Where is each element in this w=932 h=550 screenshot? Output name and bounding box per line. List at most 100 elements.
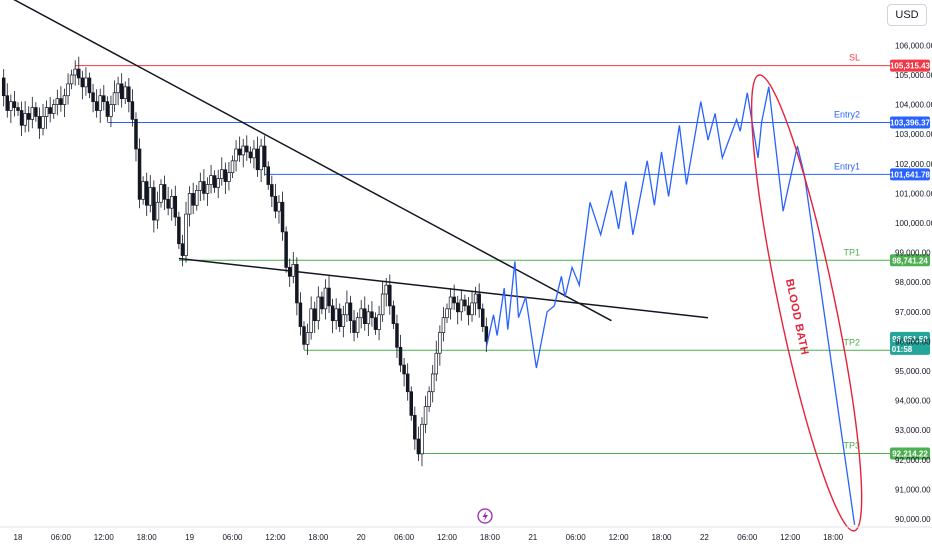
candle-body xyxy=(291,264,296,277)
projection xyxy=(485,86,856,525)
level-name-tp3: TP3 xyxy=(843,440,860,450)
price-tick-label: 96,000.00 xyxy=(895,337,931,346)
level-name-entry1: Entry1 xyxy=(834,161,860,171)
candle-body xyxy=(398,346,403,366)
candle-body xyxy=(41,116,45,129)
candle-body xyxy=(477,293,481,310)
candle-body xyxy=(44,107,49,117)
candle-body xyxy=(402,364,406,375)
price-tick-label: 97,000.00 xyxy=(895,308,931,317)
candle-body xyxy=(202,181,206,194)
candle-body xyxy=(62,95,67,105)
time-tick-label: 06:00 xyxy=(737,533,758,542)
candle-body xyxy=(12,101,17,108)
candle-body xyxy=(320,296,324,310)
candle-body xyxy=(441,317,446,333)
candle-body xyxy=(159,184,163,203)
price-tick-label: 102,000.00 xyxy=(895,160,932,169)
candle-body xyxy=(87,77,92,94)
time-tick-label: 18:00 xyxy=(137,533,158,542)
trendlines xyxy=(0,0,709,322)
price-tick-label: 91,000.00 xyxy=(895,485,931,494)
time-tick-label: 18:00 xyxy=(308,533,329,542)
candle-body xyxy=(373,317,378,330)
candle-body xyxy=(16,107,20,111)
candle-body xyxy=(23,113,27,126)
candle-body xyxy=(69,74,74,85)
candle-body xyxy=(338,308,342,327)
candle-body xyxy=(177,216,181,245)
candle-body xyxy=(455,302,460,313)
candle-body xyxy=(205,184,210,194)
candle-body xyxy=(241,145,245,156)
candle-body xyxy=(9,101,13,111)
candle-body xyxy=(173,196,178,218)
time-axis[interactable]: 18 06:00 12:00 18:00 19 06:00 12:00 18:00 20 06:0… xyxy=(14,533,844,542)
candle-body xyxy=(98,95,102,111)
price-tick-label: 105,000.00 xyxy=(895,71,932,80)
candle-body xyxy=(51,104,56,114)
blood-bath-ellipse[interactable] xyxy=(732,69,882,536)
candle-body xyxy=(391,305,396,324)
price-tick-label: 92,000.00 xyxy=(895,456,931,465)
level-tag-tp1 xyxy=(890,254,930,267)
candle-body xyxy=(270,184,274,197)
candle-body xyxy=(409,391,414,416)
candle-body xyxy=(330,305,335,322)
candle-body xyxy=(80,77,85,88)
candle-body xyxy=(148,187,153,206)
projection-path[interactable] xyxy=(485,86,856,525)
lightning-icon[interactable] xyxy=(477,508,493,524)
level-tag-text-entry1: 101,641.78 xyxy=(890,170,931,179)
candle-body xyxy=(259,145,263,171)
time-tick-label: 12:00 xyxy=(94,533,115,542)
candle-body xyxy=(66,83,70,97)
candle-body xyxy=(448,296,453,310)
candle-body xyxy=(102,95,106,102)
price-tick-label: 94,000.00 xyxy=(895,397,931,406)
candle-body xyxy=(19,110,24,126)
candle-body xyxy=(109,104,113,117)
candle-body xyxy=(484,326,489,342)
time-tick-label: 12:00 xyxy=(780,533,801,542)
price-tick-label: 100,000.00 xyxy=(895,219,932,228)
price-tick-label: 95,000.00 xyxy=(895,367,931,376)
ellipse-highlight xyxy=(732,69,882,536)
time-tick-label: 06:00 xyxy=(51,533,72,542)
candle-body xyxy=(445,308,449,319)
candle-body xyxy=(420,423,424,455)
time-tick-label: 19 xyxy=(185,533,194,542)
candle-body xyxy=(234,148,238,162)
level-tag-text-sl: 105,315.43 xyxy=(890,62,931,71)
trendline-1[interactable] xyxy=(0,0,612,322)
time-tick-label: 06:00 xyxy=(566,533,587,542)
candle-body xyxy=(127,86,131,102)
candle-body xyxy=(105,101,110,117)
candle-body xyxy=(209,175,213,185)
trendline-2[interactable] xyxy=(178,257,709,319)
candle-body xyxy=(169,196,174,209)
price-levels: SL 105,315.43 Entry2 103,396.37 Entry1 101,64… xyxy=(75,53,931,460)
candle-body xyxy=(112,92,117,105)
price-tick-label: 106,000.00 xyxy=(895,41,932,50)
price-tick-label: 90,000.00 xyxy=(895,515,931,524)
time-tick-label: 18:00 xyxy=(651,533,672,542)
candle-body xyxy=(77,68,81,79)
time-tick-label: 18:00 xyxy=(823,533,844,542)
candle-body xyxy=(237,148,242,156)
level-name-sl: SL xyxy=(849,53,860,63)
candle-body xyxy=(284,231,288,268)
candle-body xyxy=(5,95,10,111)
time-tick-label: 20 xyxy=(357,533,366,542)
candle-body xyxy=(180,243,185,256)
candle-body xyxy=(352,320,356,333)
candle-body xyxy=(26,113,31,120)
candle-body xyxy=(416,438,421,455)
currency-selector[interactable]: USD xyxy=(887,4,927,26)
candle-body xyxy=(134,119,138,150)
candle-body xyxy=(223,169,228,182)
level-name-entry2: Entry2 xyxy=(834,109,860,119)
candle-body xyxy=(370,311,374,319)
